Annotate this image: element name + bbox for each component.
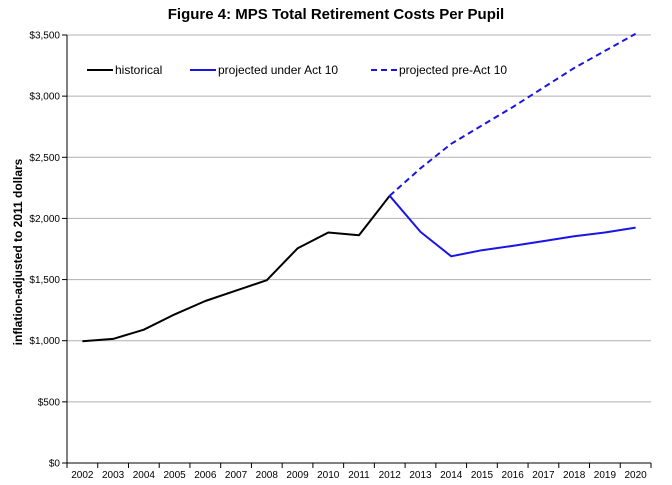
- x-tick-label: 2002: [71, 470, 94, 481]
- y-tick-label: $3,000: [29, 92, 60, 103]
- x-tick-label: 2011: [348, 470, 370, 481]
- legend-label-1: historical: [115, 63, 162, 77]
- gridlines: [67, 34, 651, 464]
- x-tick-label: 2019: [594, 470, 617, 481]
- series-lines: [82, 32, 637, 343]
- x-tick-label: 2015: [471, 470, 494, 481]
- x-tick-label: 2018: [563, 470, 586, 481]
- x-tick-label: 2013: [409, 470, 432, 481]
- x-tick-label: 2008: [256, 470, 279, 481]
- x-tick-label: 2014: [440, 470, 463, 481]
- legend-label-3: projected pre-Act 10: [399, 63, 507, 77]
- series-line-1: [82, 195, 391, 343]
- series-line-2: [388, 195, 636, 258]
- y-tick-label: $1,500: [29, 275, 60, 286]
- x-tick-label: 2004: [133, 470, 156, 481]
- y-tick-label: $2,500: [29, 153, 60, 164]
- x-tick-label: 2009: [286, 470, 309, 481]
- legend: historical projected under Act 10 projecte…: [87, 63, 507, 77]
- y-tick-label: $3,500: [29, 31, 60, 42]
- x-tick-label: 2016: [502, 470, 525, 481]
- x-tick-label: 2003: [102, 470, 125, 481]
- x-tick-label: 2017: [532, 470, 555, 481]
- y-tick-label: $2,000: [29, 214, 60, 225]
- y-tick-label: $1,000: [29, 336, 60, 347]
- legend-label-2: projected under Act 10: [218, 63, 338, 77]
- x-tick-label: 2020: [625, 470, 648, 481]
- x-tick-label: 2012: [379, 470, 402, 481]
- chart-title: Figure 4: MPS Total Retirement Costs Per…: [167, 6, 505, 23]
- y-axis-label: inflation-adjusted to 2011 dollars: [11, 158, 25, 345]
- x-tick-label: 2010: [317, 470, 340, 481]
- x-tick-label: 2005: [163, 470, 186, 481]
- y-tick-label: $500: [38, 397, 61, 408]
- series-line-3: [389, 32, 637, 197]
- x-tick-label: 2007: [225, 470, 248, 481]
- y-tick-label: $0: [49, 459, 61, 470]
- axes: $0 $500 $1,000 $1,500 $2,000 $2,500 $3,000 $3,5…: [29, 31, 652, 481]
- x-tick-label: 2006: [194, 470, 217, 481]
